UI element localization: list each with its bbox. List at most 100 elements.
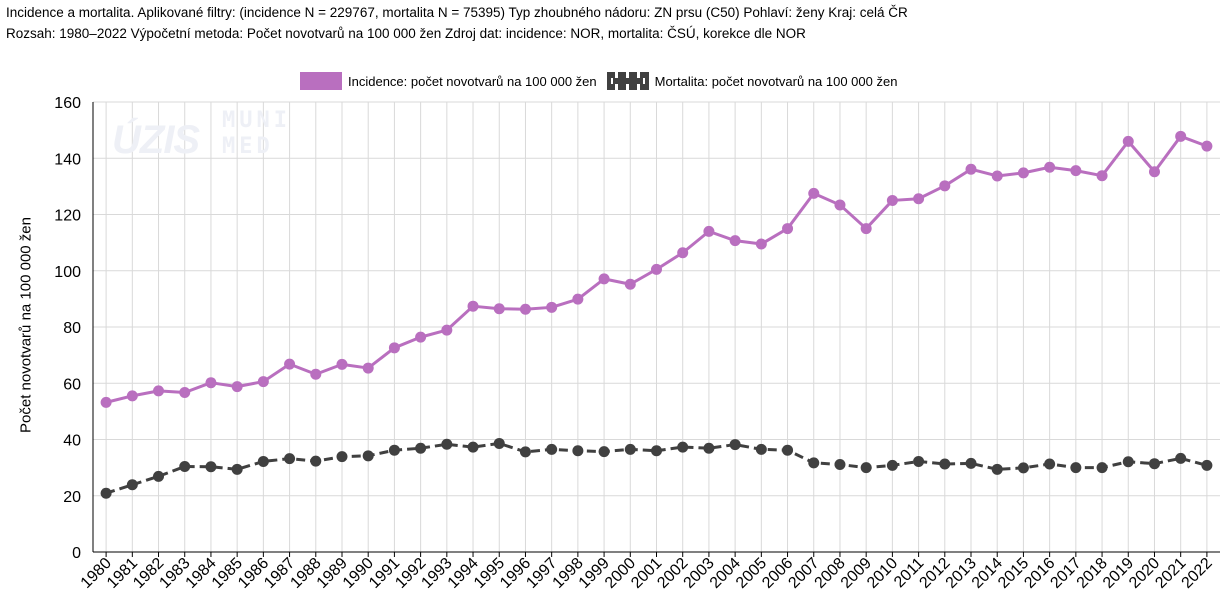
data-point-incidence	[205, 377, 217, 389]
data-point-incidence	[755, 238, 767, 250]
data-point-mortalita	[1175, 452, 1187, 464]
data-point-mortalita	[913, 455, 925, 467]
axes	[92, 102, 1220, 557]
data-point-mortalita	[336, 451, 348, 463]
data-point-mortalita	[886, 459, 898, 471]
data-point-incidence	[1201, 140, 1213, 152]
chart-legend: Incidence: počet novotvarů na 100 000 že…	[300, 72, 907, 90]
data-point-incidence	[913, 193, 925, 205]
y-tick-label: 20	[63, 489, 81, 506]
data-point-mortalita	[991, 463, 1003, 475]
legend-item-mortalita[interactable]: Mortalita: počet novotvarů na 100 000 že…	[606, 72, 898, 90]
data-point-mortalita	[808, 457, 820, 469]
data-point-mortalita	[939, 458, 951, 470]
y-tick-label: 80	[63, 320, 81, 337]
data-point-incidence	[729, 235, 741, 247]
data-point-mortalita	[546, 443, 558, 455]
data-point-mortalita	[677, 441, 689, 453]
data-point-mortalita	[284, 453, 296, 465]
data-point-incidence	[1070, 165, 1082, 177]
legend-swatch-incidence	[300, 72, 342, 90]
data-point-incidence	[834, 199, 846, 211]
data-point-mortalita	[624, 443, 636, 455]
legend-label-mortalita: Mortalita: počet novotvarů na 100 000 že…	[654, 73, 898, 89]
data-point-mortalita	[100, 487, 112, 499]
data-point-mortalita	[1070, 462, 1082, 474]
data-point-mortalita	[598, 446, 610, 458]
data-point-incidence	[310, 368, 322, 380]
muni-watermark-logo: MUNI	[222, 108, 291, 133]
series-group	[100, 130, 1213, 499]
y-tick-label: 140	[54, 151, 81, 168]
data-point-incidence	[572, 293, 584, 305]
data-point-incidence	[860, 223, 872, 235]
data-point-incidence	[441, 324, 453, 336]
data-point-mortalita	[519, 446, 531, 458]
legend-swatch-mortalita	[606, 72, 649, 90]
data-point-mortalita	[782, 444, 794, 456]
data-point-incidence	[257, 376, 269, 388]
header-filters-line: Incidence a mortalita. Aplikované filtry…	[6, 5, 908, 20]
data-point-mortalita	[703, 442, 715, 454]
data-point-mortalita	[651, 445, 662, 457]
y-tick-label: 160	[54, 95, 81, 112]
data-point-mortalita	[1201, 459, 1213, 471]
data-point-incidence	[808, 187, 820, 199]
header-range-line: Rozsah: 1980–2022 Výpočetní metoda: Poče…	[6, 26, 806, 41]
data-point-incidence	[991, 170, 1003, 182]
data-point-incidence	[598, 273, 610, 285]
data-point-incidence	[886, 194, 898, 206]
data-point-incidence	[126, 390, 138, 402]
data-point-mortalita	[467, 441, 479, 453]
data-point-incidence	[782, 223, 794, 235]
data-point-incidence	[939, 180, 951, 192]
data-point-mortalita	[153, 470, 165, 482]
y-tick-label: 120	[54, 208, 81, 225]
x-tick-labels: 1980198119821983198419851986198719881989…	[78, 555, 1216, 592]
data-point-incidence	[1096, 170, 1108, 182]
data-point-incidence	[493, 303, 505, 315]
legend-item-incidence[interactable]: Incidence: počet novotvarů na 100 000 že…	[300, 72, 597, 90]
data-point-incidence	[965, 163, 977, 175]
data-point-mortalita	[126, 479, 138, 491]
data-point-mortalita	[1096, 462, 1108, 474]
med-watermark-logo: MED	[222, 134, 274, 159]
data-point-incidence	[362, 362, 374, 374]
data-point-mortalita	[729, 439, 741, 451]
data-point-mortalita	[834, 459, 846, 471]
data-point-incidence	[1017, 167, 1029, 179]
y-tick-label: 60	[63, 376, 81, 393]
data-point-mortalita	[179, 461, 191, 472]
data-point-mortalita	[1044, 458, 1056, 470]
data-point-incidence	[179, 387, 191, 399]
data-point-incidence	[1175, 130, 1187, 142]
data-point-incidence	[231, 381, 243, 393]
y-axis-title: Počet novotvarů na 100 000 žen	[17, 217, 35, 433]
data-point-incidence	[624, 278, 636, 290]
gridlines	[93, 101, 1220, 552]
data-point-mortalita	[1017, 462, 1029, 474]
chart-header: Incidence a mortalita. Aplikované filtry…	[6, 2, 908, 44]
y-tick-label: 40	[63, 433, 81, 450]
legend-label-incidence: Incidence: počet novotvarů na 100 000 že…	[348, 73, 597, 89]
y-tick-label: 0	[72, 545, 81, 562]
data-point-incidence	[153, 385, 165, 397]
data-point-mortalita	[860, 462, 872, 474]
data-point-incidence	[100, 396, 112, 408]
data-point-mortalita	[493, 437, 505, 449]
data-point-mortalita	[1122, 456, 1134, 468]
data-point-incidence	[1148, 166, 1160, 178]
data-point-incidence	[388, 342, 400, 354]
data-point-incidence	[546, 301, 558, 313]
data-point-incidence	[1122, 135, 1134, 147]
data-point-mortalita	[257, 455, 269, 467]
data-point-mortalita	[231, 463, 243, 475]
y-tick-label: 100	[54, 264, 81, 281]
data-point-incidence	[677, 247, 689, 259]
data-point-mortalita	[572, 445, 584, 457]
data-point-incidence	[336, 358, 348, 370]
uzis-watermark-logo: ÚZIS	[112, 118, 200, 162]
data-point-mortalita	[388, 444, 400, 456]
data-point-mortalita	[415, 442, 427, 454]
